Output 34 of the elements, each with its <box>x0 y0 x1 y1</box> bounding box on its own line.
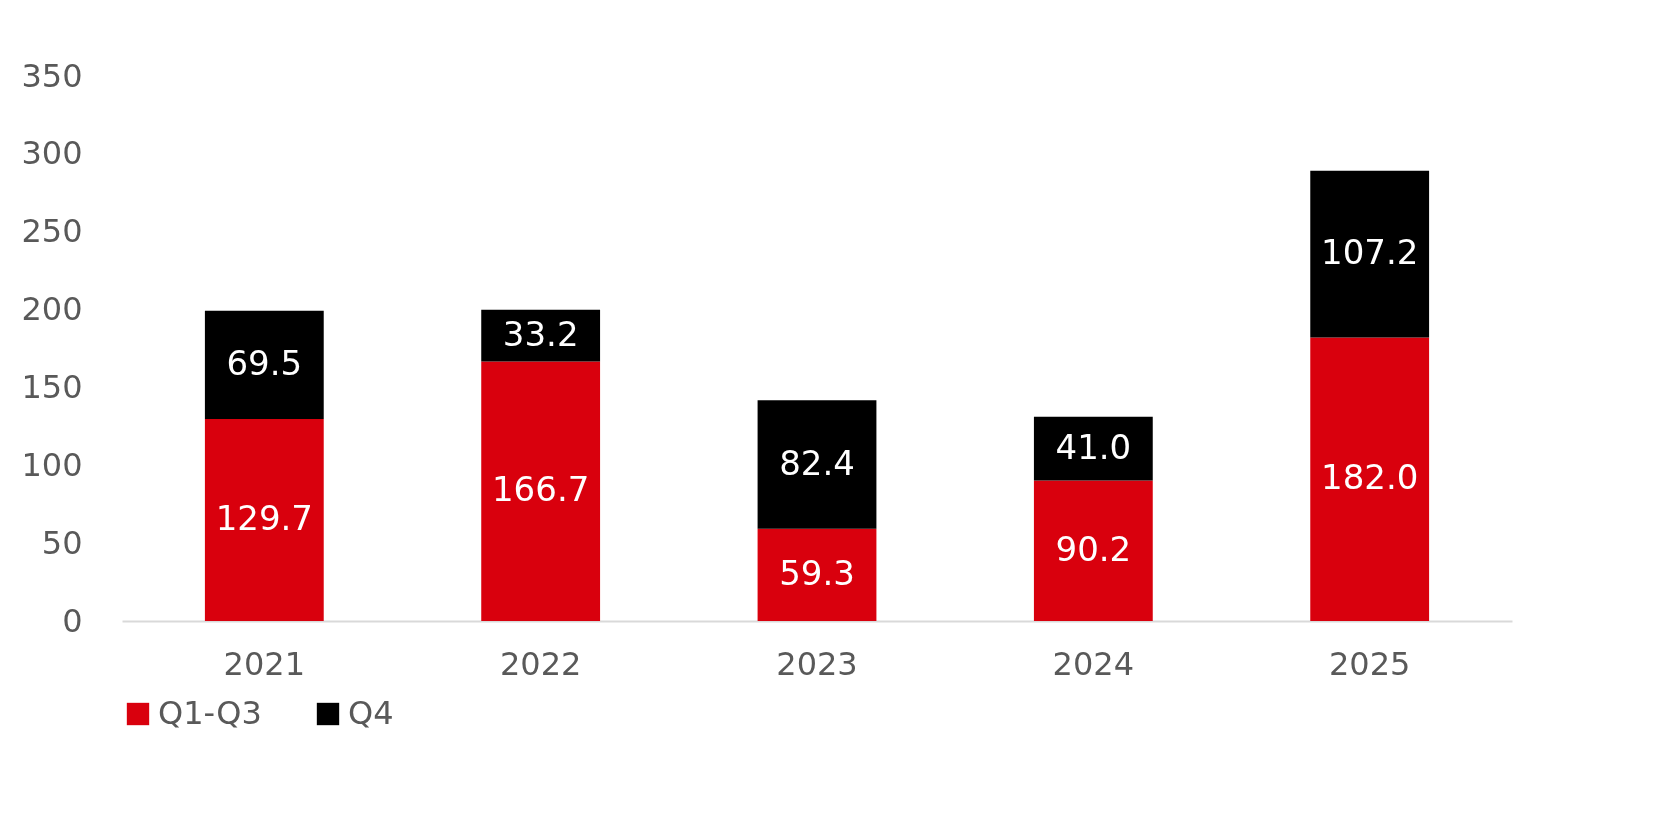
data-label: 59.3 <box>779 552 855 593</box>
bar <box>757 400 877 529</box>
x-tick-label: 2025 <box>1328 644 1411 683</box>
y-tick-label: 250 <box>21 212 83 251</box>
legend-label: Q4 <box>348 694 394 732</box>
bar <box>481 361 601 621</box>
data-label: 129.7 <box>215 498 313 539</box>
data-label: 69.5 <box>226 342 303 383</box>
y-tick-label: 350 <box>21 56 83 95</box>
data-label: 90.2 <box>1055 528 1132 569</box>
bar <box>757 528 877 621</box>
bar <box>204 419 324 621</box>
data-label: 107.2 <box>1321 232 1419 273</box>
y-tick-label: 150 <box>21 367 83 406</box>
y-tick-label: 0 <box>62 601 83 640</box>
legend-label: Q1-Q3 <box>158 694 262 732</box>
x-tick-label: 2023 <box>776 644 858 683</box>
data-label: 182.0 <box>1321 457 1419 498</box>
x-tick-label: 2022 <box>499 644 582 683</box>
x-tick-label: 2021 <box>223 644 306 683</box>
x-tick-label: 2024 <box>1052 644 1135 683</box>
y-tick-label: 300 <box>21 134 83 173</box>
y-tick-label: 50 <box>41 523 83 562</box>
bar <box>1310 170 1430 338</box>
bar <box>1310 337 1430 621</box>
y-tick-label: 100 <box>21 445 83 484</box>
data-label: 82.4 <box>779 442 855 483</box>
bar <box>1033 480 1153 621</box>
y-tick-label: 200 <box>21 290 83 329</box>
data-label: 33.2 <box>502 313 579 354</box>
data-label: 41.0 <box>1055 426 1132 467</box>
bar <box>1033 416 1153 481</box>
data-label: 166.7 <box>491 469 590 510</box>
bar <box>204 310 324 420</box>
